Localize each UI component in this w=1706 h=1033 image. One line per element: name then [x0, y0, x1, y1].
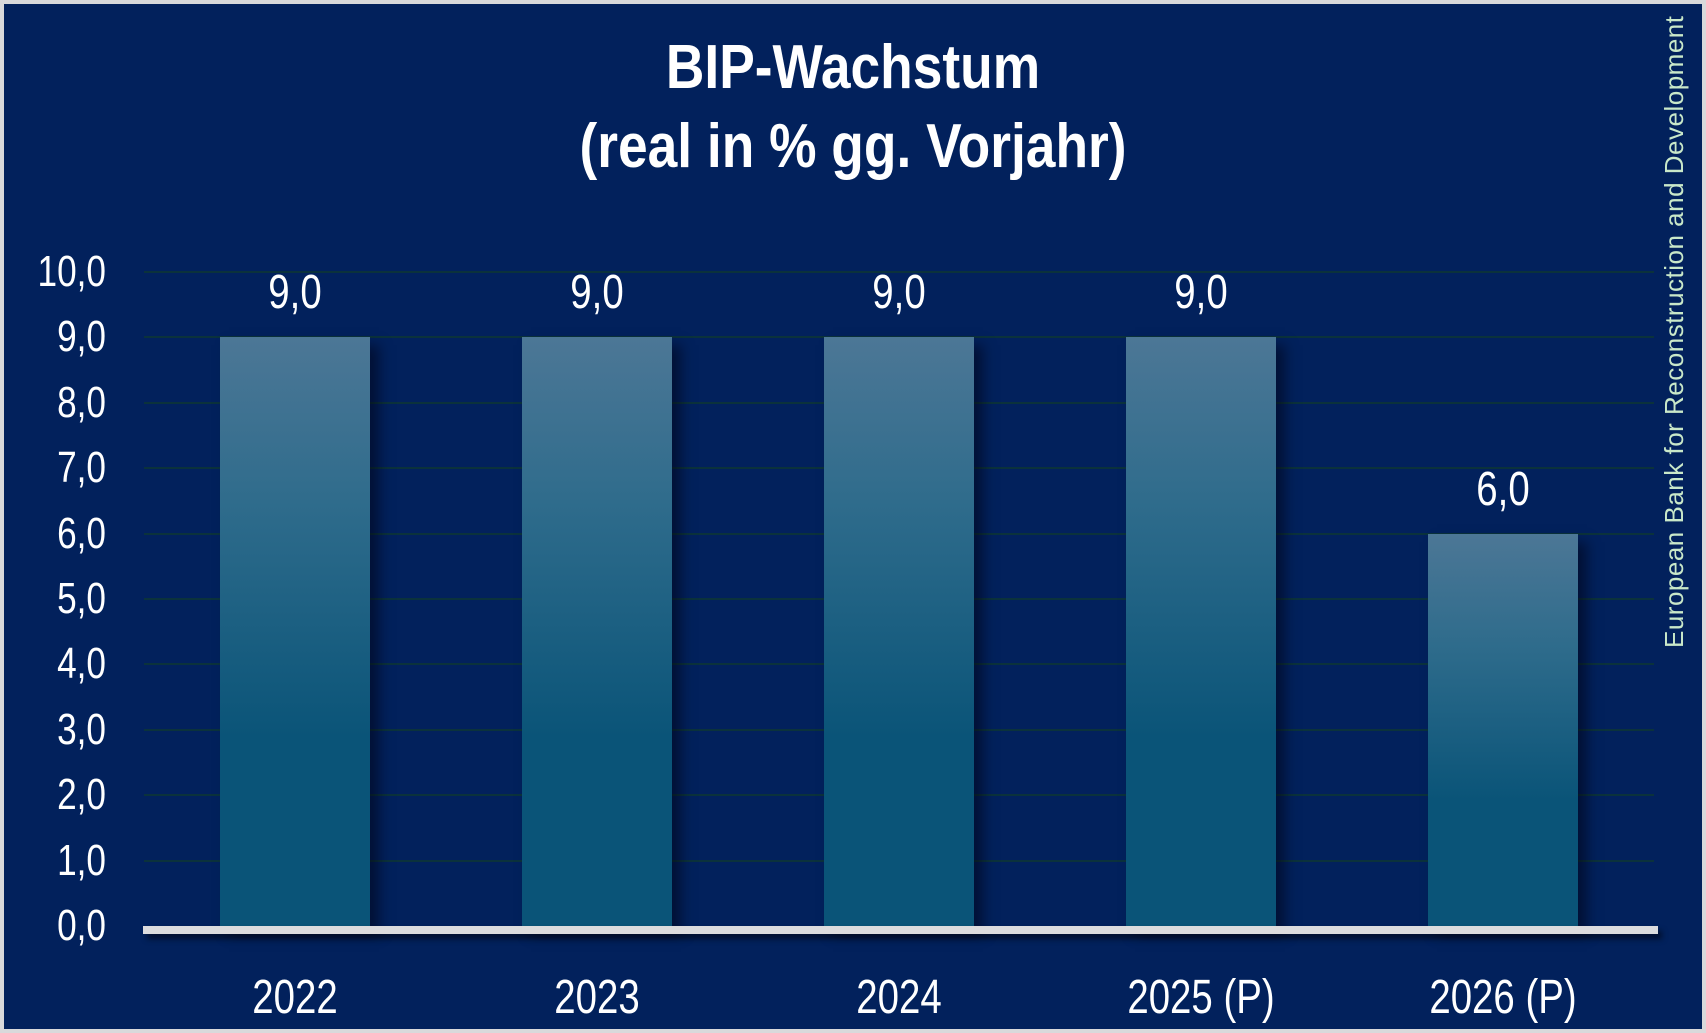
bar	[220, 337, 370, 926]
bar-value-label: 9,0	[268, 266, 322, 320]
x-tick-label: 2022	[252, 971, 338, 1024]
y-tick-label: 1,0	[57, 835, 106, 885]
chart-title-line1: BIP-Wachstum	[665, 33, 1041, 102]
x-tick-label: 2026 (P)	[1429, 971, 1577, 1024]
y-tick-label: 5,0	[57, 574, 106, 623]
source-watermark: European Bank for Reconstruction and Dev…	[1659, 15, 1689, 648]
bar	[824, 337, 974, 926]
bar-value-label: 6,0	[1476, 462, 1530, 516]
x-axis-line	[143, 926, 1658, 934]
y-tick-label: 8,0	[57, 377, 106, 427]
y-tick-label: 3,0	[57, 704, 106, 754]
chart-title-line2: (real in % gg. Vorjahr)	[579, 112, 1127, 181]
y-tick-label: 7,0	[57, 443, 106, 493]
bar-value-label: 9,0	[1174, 266, 1228, 320]
bar	[1428, 533, 1578, 926]
x-tick-label: 2023	[554, 971, 640, 1024]
y-tick-label: 4,0	[57, 639, 106, 689]
y-tick-label: 0,0	[57, 901, 106, 950]
bar-value-label: 9,0	[570, 266, 624, 320]
x-tick-label: 2025 (P)	[1127, 971, 1275, 1024]
y-tick-label: 6,0	[57, 508, 106, 558]
x-tick-label: 2024	[856, 971, 942, 1024]
bar	[522, 337, 672, 926]
y-tick-label: 2,0	[57, 770, 106, 820]
gridline	[144, 271, 1654, 273]
y-tick-label: 10,0	[37, 247, 106, 296]
bar	[1126, 337, 1276, 926]
bar-value-label: 9,0	[872, 266, 926, 320]
y-tick-label: 9,0	[57, 312, 106, 362]
chart-title: BIP-Wachstum (real in % gg. Vorjahr)	[4, 28, 1702, 186]
